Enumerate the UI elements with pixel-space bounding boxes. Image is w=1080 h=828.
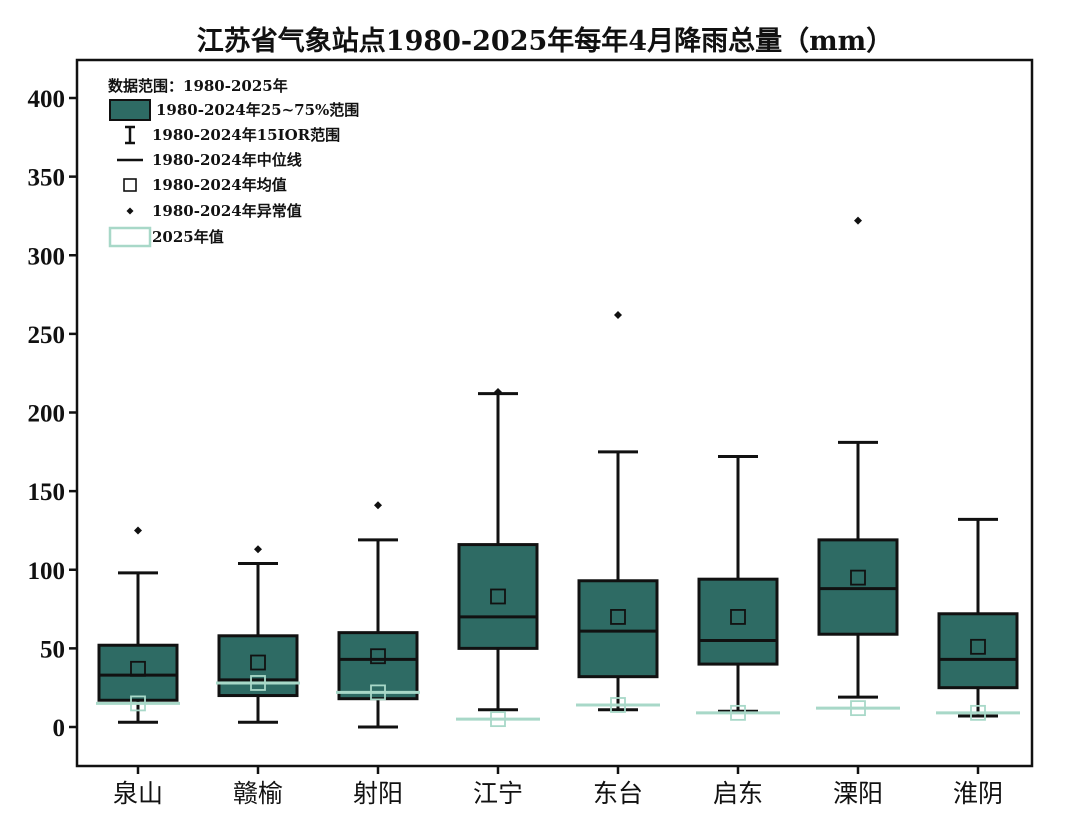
iqr-box — [337, 631, 419, 701]
value-2025-marker — [490, 711, 506, 728]
iqr-box — [937, 612, 1019, 690]
legend-item: 1980-2024年15IOR范围 — [125, 125, 340, 145]
box-series — [96, 216, 1020, 729]
y-tick-label: 300 — [28, 243, 66, 270]
x-tick-label: 射阳 — [353, 779, 403, 808]
box-group — [816, 216, 900, 717]
y-tick-label: 250 — [28, 322, 66, 349]
x-tick-label: 赣榆 — [233, 779, 283, 808]
mean-marker — [850, 569, 866, 586]
outlier-marker — [854, 216, 862, 225]
outlier-marker — [134, 526, 142, 535]
outlier-marker — [254, 545, 262, 554]
legend-2025-swatch — [108, 226, 152, 248]
iqr-box — [97, 643, 179, 702]
mean-marker — [610, 609, 626, 625]
outlier-marker — [614, 311, 622, 320]
x-tick-label: 淮阴 — [953, 779, 1003, 808]
legend-mean-swatch — [123, 178, 137, 192]
mean-marker — [370, 648, 386, 665]
box-group — [696, 455, 780, 721]
y-axis: 0 50 100 150 200 250 300 350 400 — [28, 86, 77, 742]
y-tick-label: 150 — [28, 479, 66, 506]
box-group — [936, 517, 1020, 721]
iqr-box — [817, 538, 899, 636]
iqr-box — [577, 579, 659, 679]
legend-item: 1980-2024年25~75%范围 — [109, 99, 359, 121]
legend-item: 1980-2024年异常值 — [126, 202, 302, 220]
x-tick-label: 溧阳 — [833, 779, 883, 808]
legend-label: 2025年值 — [152, 228, 224, 246]
outlier-marker — [374, 501, 382, 510]
x-axis: 泉山 赣榆 射阳 江宁 东台 启东 溧阳 淮阴 — [113, 766, 1003, 808]
legend: 数据范围：1980-2025年 1980-2024年25~75%范围 1980-20… — [108, 77, 359, 248]
y-tick-label: 350 — [28, 165, 66, 192]
mean-marker — [970, 638, 986, 655]
x-tick-label: 泉山 — [113, 779, 163, 808]
legend-box-swatch — [109, 99, 151, 121]
value-2025-marker — [970, 704, 986, 721]
legend-label: 1980-2024年中位线 — [152, 151, 302, 169]
outlier-marker — [494, 388, 502, 397]
mean-marker — [730, 609, 746, 625]
iqr-box — [697, 577, 779, 666]
mean-marker — [490, 588, 506, 605]
legend-outlier-swatch — [126, 207, 134, 215]
box-group — [216, 545, 300, 724]
mean-marker — [250, 654, 266, 671]
mean-marker — [130, 660, 146, 677]
y-tick-label: 50 — [40, 636, 65, 663]
y-tick-label: 100 — [28, 558, 66, 585]
legend-label: 1980-2024年异常值 — [152, 202, 302, 220]
value-2025-marker — [130, 695, 146, 712]
value-2025-marker — [730, 704, 746, 721]
y-tick-label: 0 — [53, 715, 66, 742]
legend-item: 2025年值 — [108, 226, 224, 248]
value-2025-marker — [250, 675, 266, 691]
box-group — [456, 388, 540, 728]
legend-label: 1980-2024年15IOR范围 — [152, 126, 340, 144]
y-tick-label: 200 — [28, 401, 66, 428]
x-tick-label: 江宁 — [473, 779, 523, 808]
x-tick-label: 启东 — [713, 779, 763, 808]
legend-header: 数据范围：1980-2025年 — [108, 77, 288, 95]
value-2025-marker — [610, 697, 626, 713]
box-group — [336, 501, 420, 729]
value-2025-marker — [370, 684, 386, 701]
value-2025-marker — [850, 700, 866, 717]
legend-label: 1980-2024年25~75%范围 — [156, 101, 359, 119]
legend-label: 1980-2024年均值 — [152, 176, 287, 194]
iqr-box — [217, 634, 299, 698]
legend-item: 1980-2024年均值 — [123, 176, 287, 194]
x-tick-label: 东台 — [593, 779, 643, 808]
legend-item: 1980-2024年中位线 — [117, 151, 302, 169]
box-group — [576, 311, 660, 713]
chart-title: 江苏省气象站点1980-2025年每年4月降雨总量（mm） — [197, 25, 893, 57]
iqr-box — [457, 543, 539, 650]
y-tick-label: 400 — [28, 86, 66, 113]
box-group — [96, 526, 180, 724]
